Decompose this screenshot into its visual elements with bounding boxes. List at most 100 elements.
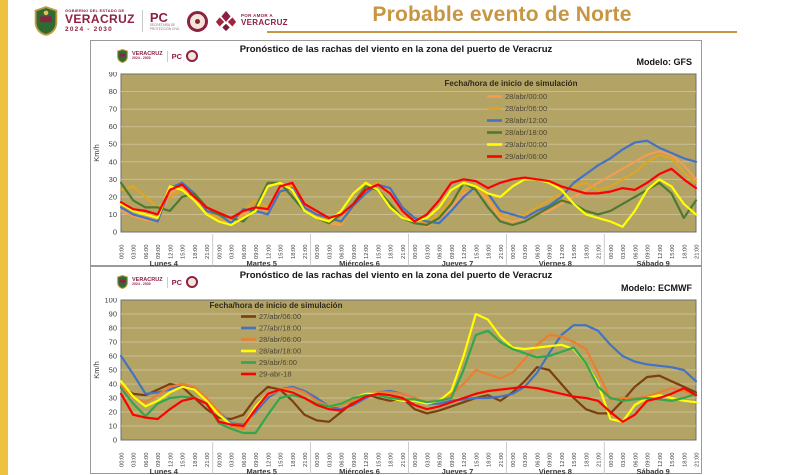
legend-label: 27/abr/18:00 <box>259 324 301 333</box>
x-tick-label: 18:00 <box>291 244 297 259</box>
y-tick-label: 20 <box>109 408 117 417</box>
mini-gov-name: VERACRUZ <box>132 51 163 58</box>
x-tick-label: 15:00 <box>572 452 578 467</box>
x-tick-label: 12:00 <box>168 452 174 467</box>
legend-label: 29-abr-18 <box>259 370 292 379</box>
x-tick-label: 15:00 <box>670 452 676 467</box>
day-label: Viernes 8 <box>539 467 572 475</box>
x-tick-label: 21:00 <box>303 452 309 467</box>
amor-text: POR AMOR A VERACRUZ <box>240 13 288 28</box>
legend-label: 28/abr/00:00 <box>505 92 547 101</box>
veracruz-coat-of-arms-icon <box>34 6 58 36</box>
x-tick-label: 21:00 <box>401 244 407 259</box>
y-tick-label: 70 <box>109 105 117 114</box>
legend-label: 28/abr/06:00 <box>259 335 301 344</box>
diamond-flower-icon <box>215 10 237 32</box>
day-label: Sábado 9 <box>637 467 670 475</box>
x-tick-label: 09:00 <box>646 244 652 259</box>
x-tick-label: 00:00 <box>120 452 126 467</box>
x-tick-label: 15:00 <box>279 452 285 467</box>
x-tick-label: 03:00 <box>327 244 333 259</box>
day-label: Lunes 4 <box>150 467 179 475</box>
x-tick-label: 12:00 <box>168 244 174 259</box>
ecmwf-chart-plot: 0 10 20 30 40 50 60 70 80 90 100 Km/h 00:00 03:00 06:0… <box>92 298 701 475</box>
x-tick-label: 00:00 <box>413 452 419 467</box>
x-tick-label: 03:00 <box>327 452 333 467</box>
legend-label: 28/abr/18:00 <box>259 347 301 356</box>
x-tick-label: 06:00 <box>242 452 248 467</box>
x-tick-label: 00:00 <box>315 244 321 259</box>
proteccion-civil-logo: PC SECRETARÍA DE PROTECCIÓN CIVIL <box>150 11 180 31</box>
x-tick-label: 18:00 <box>193 452 199 467</box>
x-tick-label: 00:00 <box>609 244 615 259</box>
x-tick-label: 15:00 <box>670 244 676 259</box>
x-tick-label: 00:00 <box>511 452 517 467</box>
x-tick-label: 09:00 <box>254 244 260 259</box>
x-tick-label: 21:00 <box>303 244 309 259</box>
y-tick-label: 60 <box>109 122 117 131</box>
y-tick-label: 40 <box>109 380 117 389</box>
x-tick-label: 21:00 <box>695 244 701 259</box>
x-tick-label: 06:00 <box>340 452 346 467</box>
x-tick-label: 09:00 <box>352 244 358 259</box>
x-tick-label: 06:00 <box>242 244 248 259</box>
x-tick-label: 12:00 <box>462 452 468 467</box>
x-tick-label: 06:00 <box>535 244 541 259</box>
proteccion-civil-badge-icon <box>185 276 198 288</box>
day-label: Miércoles 6 <box>339 467 380 475</box>
series-line-28/abr/06:00 <box>119 333 698 430</box>
x-tick-label: 15:00 <box>474 452 480 467</box>
amor-line1: POR AMOR A <box>240 13 273 19</box>
x-tick-label: 06:00 <box>633 452 639 467</box>
x-tick-label: 06:00 <box>144 244 150 259</box>
series-line-29-abr-18 <box>119 385 698 428</box>
series-line-28/abr/06:00 <box>119 153 698 225</box>
x-tick-label: 21:00 <box>597 244 603 259</box>
x-tick-label: 18:00 <box>584 244 590 259</box>
x-tick-label: 12:00 <box>658 452 664 467</box>
day-label: Sábado 9 <box>637 259 670 268</box>
y-tick-label: 30 <box>109 175 117 184</box>
y-tick-label: 50 <box>109 366 117 375</box>
x-tick-label: 03:00 <box>132 452 138 467</box>
day-label: Martes 5 <box>246 467 276 475</box>
x-tick-label: 00:00 <box>609 452 615 467</box>
x-tick-label: 00:00 <box>217 244 223 259</box>
gfs-mini-logos: VERACRUZ 2024 - 2030 PC <box>117 49 198 63</box>
x-tick-label: 18:00 <box>389 244 395 259</box>
y-axis-title: Km/h <box>92 144 101 162</box>
x-tick-label: 09:00 <box>254 452 260 467</box>
x-tick-label: 09:00 <box>450 452 456 467</box>
day-label: Viernes 8 <box>539 259 572 268</box>
legend-label: 29/abr/06:00 <box>505 152 547 161</box>
plot-area <box>120 73 697 233</box>
y-tick-label: 80 <box>109 324 117 333</box>
x-tick-label: 00:00 <box>315 452 321 467</box>
y-tick-label: 60 <box>109 352 117 361</box>
y-axis-title: Km/h <box>92 361 101 379</box>
x-tick-label: 21:00 <box>499 244 505 259</box>
day-label: Miércoles 6 <box>339 259 380 268</box>
x-tick-label: 15:00 <box>376 452 382 467</box>
x-tick-label: 21:00 <box>499 452 505 467</box>
ecmwf-chart-title: Pronóstico de las rachas del viento en l… <box>239 270 553 281</box>
x-tick-label: 06:00 <box>438 244 444 259</box>
x-tick-label: 12:00 <box>364 452 370 467</box>
x-tick-label: 18:00 <box>487 452 493 467</box>
x-tick-label: 21:00 <box>401 452 407 467</box>
x-tick-label: 15:00 <box>181 244 187 259</box>
x-tick-label: 15:00 <box>279 244 285 259</box>
x-tick-label: 06:00 <box>535 452 541 467</box>
x-tick-label: 12:00 <box>658 244 664 259</box>
x-tick-label: 09:00 <box>646 452 652 467</box>
y-tick-label: 10 <box>109 422 117 431</box>
ecmwf-chart-card: VERACRUZ 2024 - 2030 PC Pronóstico de la… <box>90 266 702 475</box>
mini-gov-text: VERACRUZ 2024 - 2030 <box>132 51 163 61</box>
day-label: Martes 5 <box>246 259 276 268</box>
mini-gov-text: VERACRUZ 2024 - 2030 <box>132 277 163 287</box>
legend-label: 28/abr/12:00 <box>505 116 547 125</box>
mini-gov-years: 2024 - 2030 <box>132 282 151 287</box>
legend-label: 29/abr/00:00 <box>505 140 547 149</box>
series-line-27/abr/06:00 <box>119 366 698 423</box>
